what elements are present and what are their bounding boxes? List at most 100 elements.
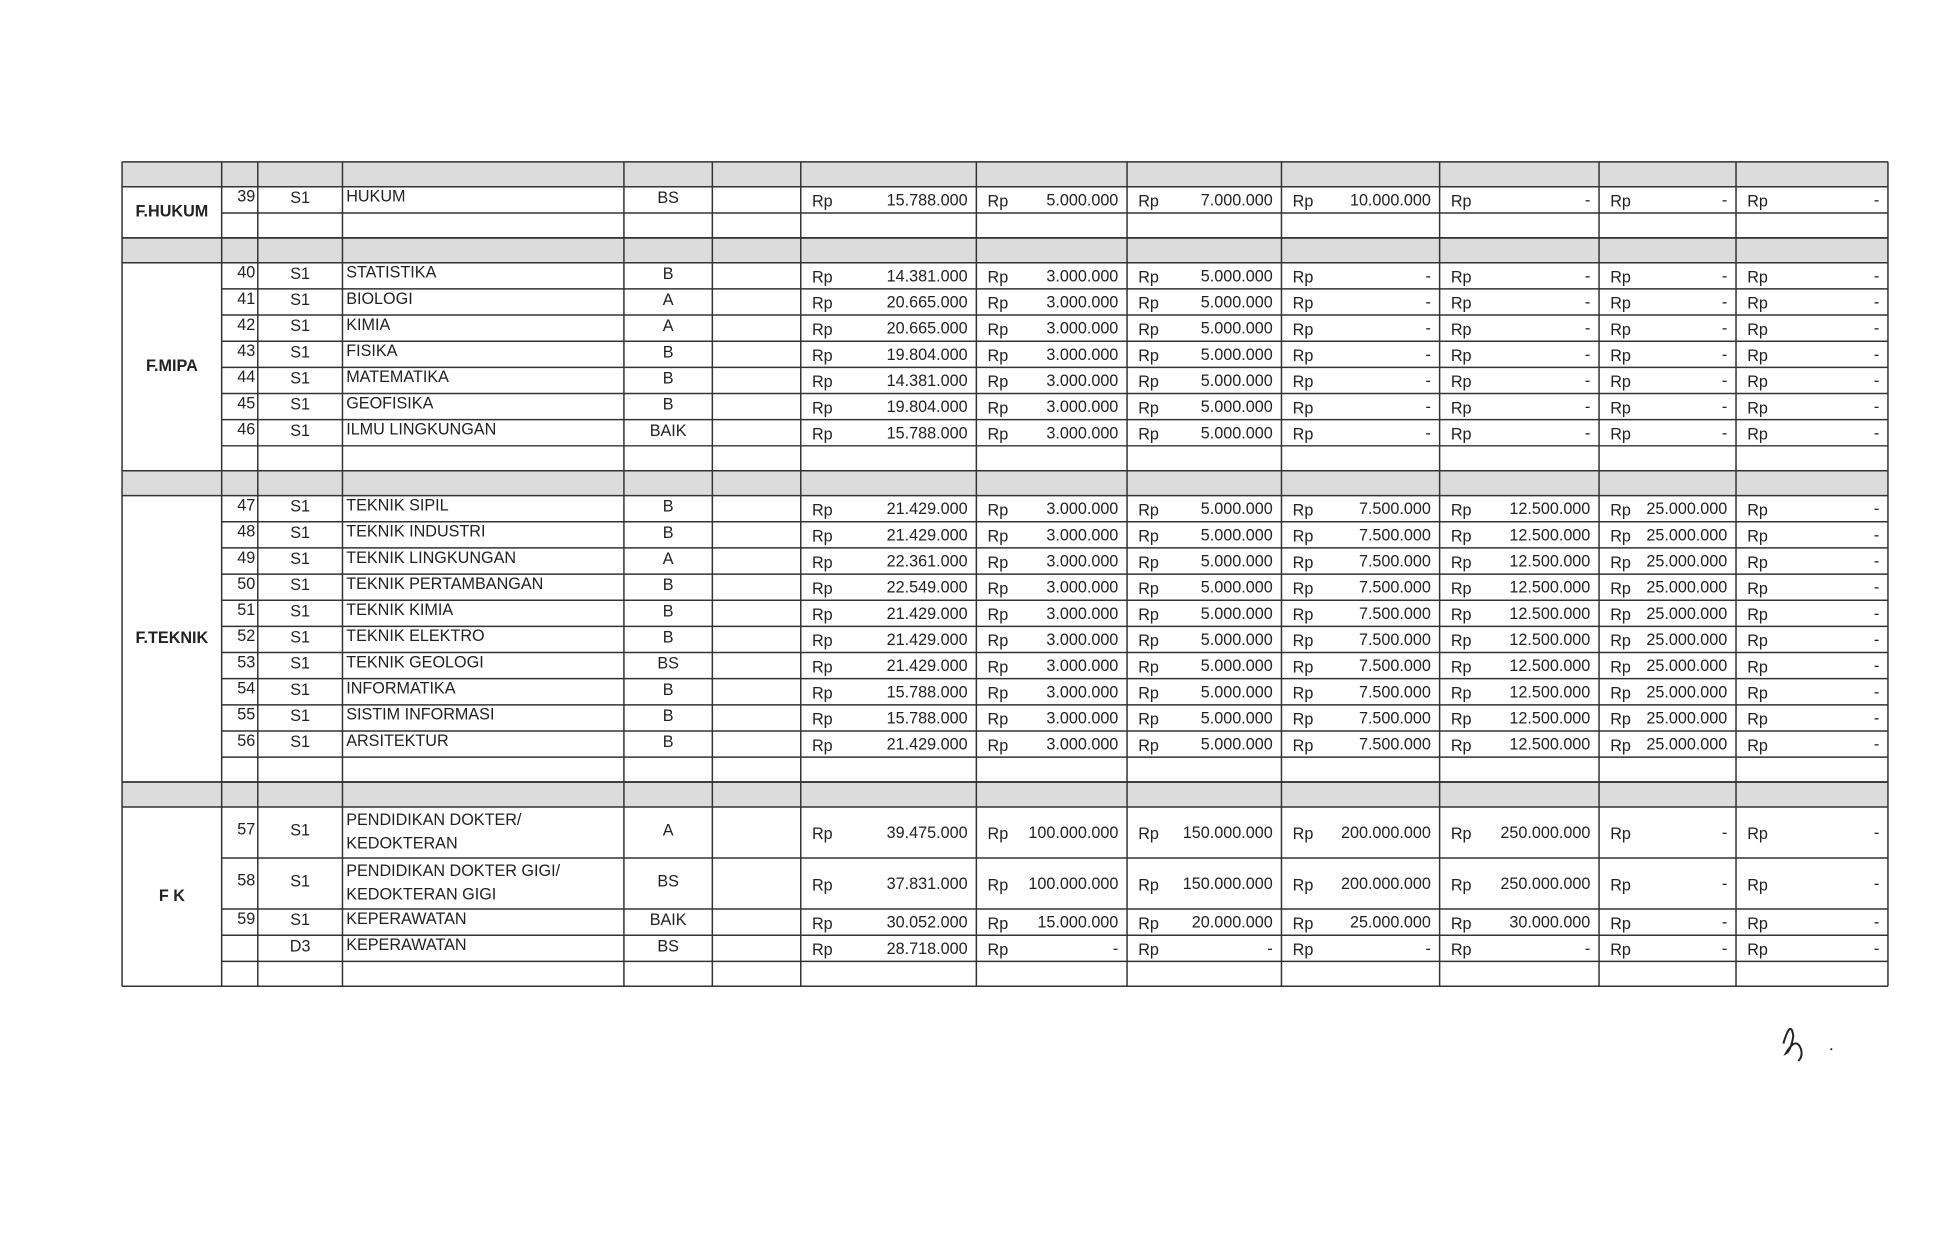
currency: Rp xyxy=(1451,373,1472,391)
fee-amount: - xyxy=(1874,294,1879,312)
currency: Rp xyxy=(1293,501,1314,519)
fee-amount: - xyxy=(1874,372,1879,390)
fee-amount: 5.000.000 xyxy=(1201,372,1273,390)
fee-amount: 30.000.000 xyxy=(1509,914,1590,932)
currency: Rp xyxy=(1747,501,1768,519)
program-name: PENDIDIKAN DOKTER GIGI/ xyxy=(346,862,560,880)
accreditation: B xyxy=(663,602,674,620)
currency: Rp xyxy=(812,632,833,650)
currency: Rp xyxy=(988,915,1009,933)
currency: Rp xyxy=(1610,825,1631,843)
currency: Rp xyxy=(812,737,833,755)
accreditation: A xyxy=(663,317,674,335)
row-number: 39 xyxy=(237,188,255,206)
currency: Rp xyxy=(988,606,1009,624)
fee-amount: 3.000.000 xyxy=(1046,424,1118,442)
currency: Rp xyxy=(1138,269,1159,287)
fee-amount: 5.000.000 xyxy=(1201,267,1273,285)
currency: Rp xyxy=(1610,554,1631,572)
fee-amount: 25.000.000 xyxy=(1646,709,1727,727)
currency: Rp xyxy=(812,876,833,894)
fee-amount: 20.000.000 xyxy=(1192,914,1273,932)
fee-amount: 19.804.000 xyxy=(887,346,968,364)
row-number: 57 xyxy=(237,820,255,838)
currency: Rp xyxy=(1610,321,1631,339)
currency: Rp xyxy=(812,685,833,703)
currency: Rp xyxy=(988,737,1009,755)
separator-row xyxy=(122,782,1888,807)
fee-amount: 7.500.000 xyxy=(1359,736,1431,754)
currency: Rp xyxy=(1138,941,1159,959)
currency: Rp xyxy=(1610,528,1631,546)
level: S1 xyxy=(290,524,310,542)
fee-amount: - xyxy=(1426,424,1431,442)
fee-amount: 3.000.000 xyxy=(1046,709,1118,727)
fee-amount: 5.000.000 xyxy=(1201,346,1273,364)
currency: Rp xyxy=(1138,632,1159,650)
fee-amount: 7.500.000 xyxy=(1359,683,1431,701)
fee-amount: 12.500.000 xyxy=(1509,657,1590,675)
fee-amount: 15.788.000 xyxy=(887,709,968,727)
fee-amount: 14.381.000 xyxy=(887,267,968,285)
accreditation: BS xyxy=(657,937,679,955)
level: S1 xyxy=(290,707,310,725)
currency: Rp xyxy=(1747,193,1768,211)
fee-amount: 25.000.000 xyxy=(1646,579,1727,597)
fee-amount: - xyxy=(1722,914,1727,932)
fee-amount: 21.429.000 xyxy=(887,657,968,675)
currency: Rp xyxy=(988,321,1009,339)
fee-amount: - xyxy=(1585,940,1590,958)
fee-amount: - xyxy=(1874,736,1879,754)
accreditation: BAIK xyxy=(650,911,687,929)
fee-amount: 3.000.000 xyxy=(1046,579,1118,597)
fee-amount: - xyxy=(1874,424,1879,442)
currency: Rp xyxy=(812,554,833,572)
currency: Rp xyxy=(1610,658,1631,676)
fee-amount: - xyxy=(1722,320,1727,338)
fee-amount: 15.000.000 xyxy=(1037,914,1118,932)
fee-amount: - xyxy=(1426,346,1431,364)
fee-amount: 3.000.000 xyxy=(1046,631,1118,649)
row-number: 49 xyxy=(237,549,255,567)
fee-amount: - xyxy=(1874,526,1879,544)
currency: Rp xyxy=(1747,825,1768,843)
fee-amount: 5.000.000 xyxy=(1201,398,1273,416)
program-name: KEPERAWATAN xyxy=(346,936,466,954)
fee-amount: 7.500.000 xyxy=(1359,500,1431,518)
program-name: TEKNIK ELEKTRO xyxy=(346,627,484,645)
currency: Rp xyxy=(1610,711,1631,729)
row-number: 55 xyxy=(237,706,255,724)
fee-amount: 21.429.000 xyxy=(887,605,968,623)
currency: Rp xyxy=(1451,606,1472,624)
currency: Rp xyxy=(1293,193,1314,211)
currency: Rp xyxy=(1451,347,1472,365)
currency: Rp xyxy=(1293,580,1314,598)
row-number: 48 xyxy=(237,523,255,541)
currency: Rp xyxy=(988,580,1009,598)
fee-amount: 5.000.000 xyxy=(1201,294,1273,312)
currency: Rp xyxy=(812,193,833,211)
fee-amount: 21.429.000 xyxy=(887,500,968,518)
currency: Rp xyxy=(1138,501,1159,519)
currency: Rp xyxy=(1138,373,1159,391)
fee-amount: 100.000.000 xyxy=(1028,875,1118,893)
fee-amount: 12.500.000 xyxy=(1509,526,1590,544)
currency: Rp xyxy=(1293,321,1314,339)
fee-amount: 15.788.000 xyxy=(887,424,968,442)
fee-amount: 39.475.000 xyxy=(887,824,968,842)
level: D3 xyxy=(290,937,311,955)
level: S1 xyxy=(290,576,310,594)
currency: Rp xyxy=(1747,632,1768,650)
fee-amount: - xyxy=(1874,398,1879,416)
currency: Rp xyxy=(1610,941,1631,959)
accreditation: B xyxy=(663,498,674,516)
program-name: SISTIM INFORMASI xyxy=(346,706,494,724)
currency: Rp xyxy=(1451,876,1472,894)
fee-amount: 12.500.000 xyxy=(1509,631,1590,649)
fee-amount: - xyxy=(1426,372,1431,390)
program-name: TEKNIK SIPIL xyxy=(346,496,448,514)
row-number: 56 xyxy=(237,732,255,750)
currency: Rp xyxy=(1451,632,1472,650)
fee-amount: 3.000.000 xyxy=(1046,657,1118,675)
faculty-name: F.MIPA xyxy=(146,357,198,375)
